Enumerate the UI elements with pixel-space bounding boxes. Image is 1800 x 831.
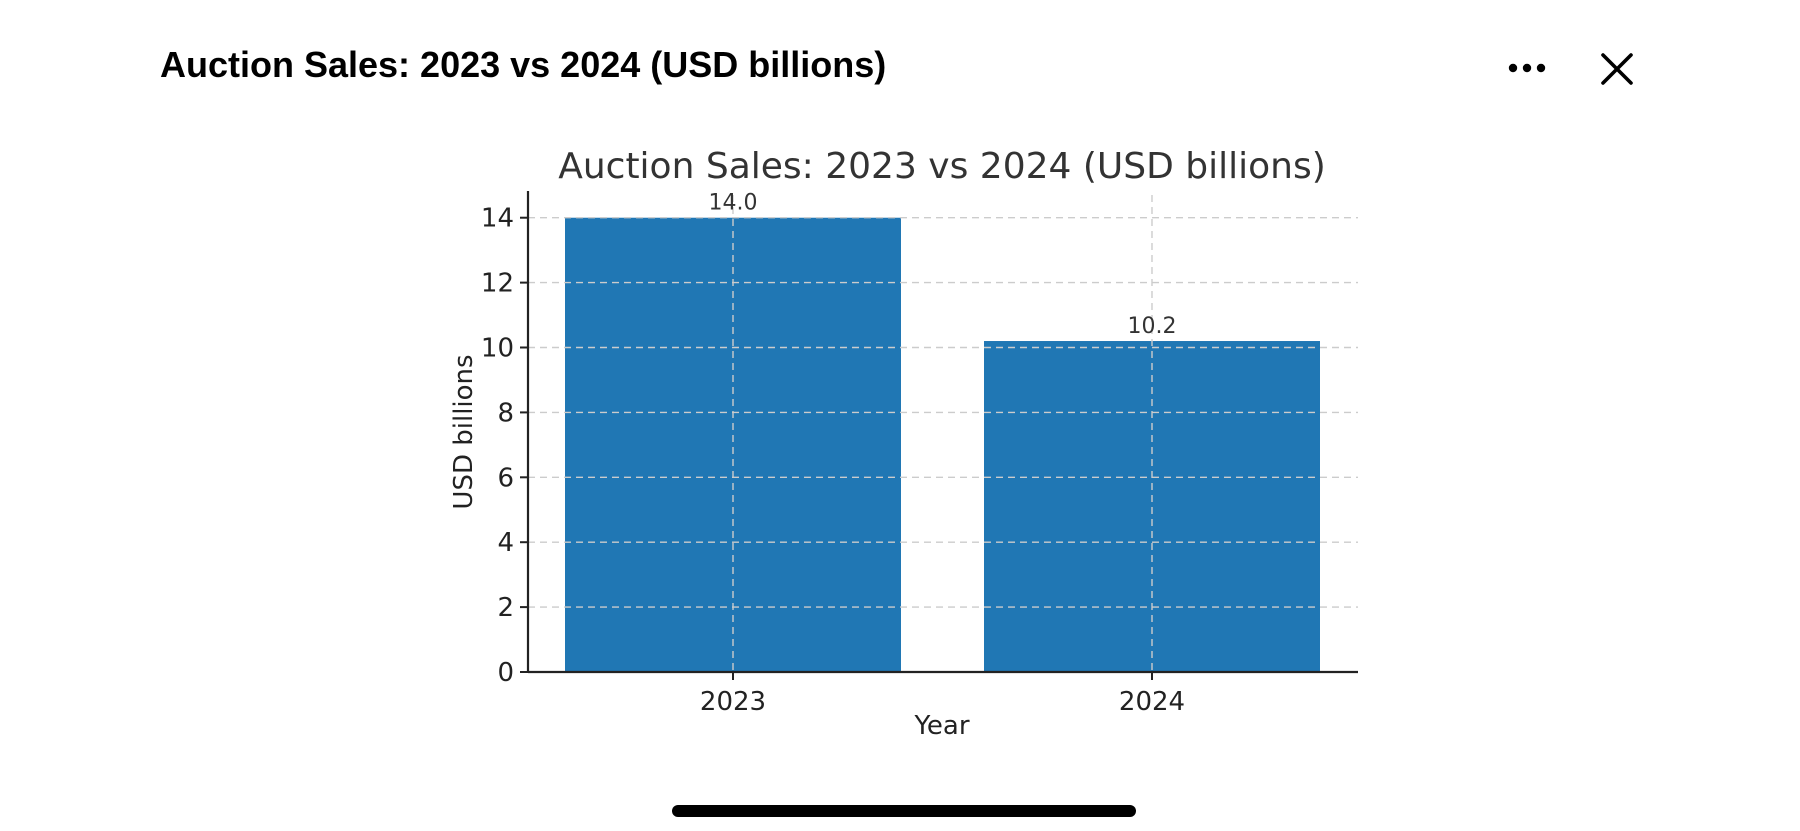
close-button[interactable] xyxy=(1592,44,1642,94)
window-title: Auction Sales: 2023 vs 2024 (USD billion… xyxy=(160,44,887,85)
x-tick-label: 2023 xyxy=(700,687,766,717)
y-tick-label: 14 xyxy=(481,204,514,234)
top-bar: Auction Sales: 2023 vs 2024 (USD billion… xyxy=(0,0,1800,140)
data-labels: 14.0 10.2 xyxy=(709,191,1177,339)
axes: 0 2 4 6 8 10 12 14 2023 2024 xyxy=(481,191,1358,717)
close-icon xyxy=(1601,53,1633,85)
more-horizontal-icon xyxy=(1508,63,1546,73)
x-axis-label: Year xyxy=(913,711,969,741)
bars xyxy=(565,217,1320,672)
grid-lines xyxy=(528,195,1358,672)
more-options-button[interactable] xyxy=(1500,46,1554,90)
y-tick-label: 6 xyxy=(497,463,514,493)
bar-value-label: 14.0 xyxy=(709,191,758,216)
home-indicator[interactable] xyxy=(672,805,1136,817)
y-tick-label: 10 xyxy=(481,334,514,364)
x-tick-label: 2024 xyxy=(1119,687,1185,717)
chart-title: Auction Sales: 2023 vs 2024 (USD billion… xyxy=(558,146,1326,187)
y-axis-label: USD billions xyxy=(449,354,479,509)
y-tick-label: 4 xyxy=(497,528,514,558)
y-tick-label: 0 xyxy=(497,658,514,688)
y-tick-label: 2 xyxy=(497,593,514,623)
y-tick-label: 8 xyxy=(497,398,514,428)
y-tick-label: 12 xyxy=(481,269,514,299)
bar-value-label: 10.2 xyxy=(1128,314,1177,339)
